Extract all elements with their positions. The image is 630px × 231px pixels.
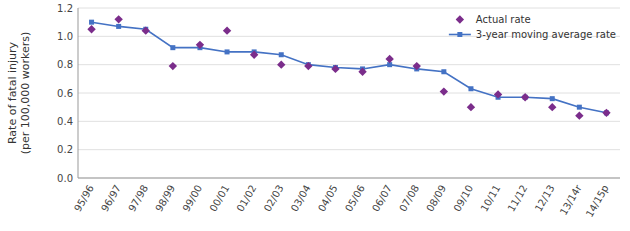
point bbox=[87, 25, 95, 33]
y-axis-label-line: (per 100,000 workers) bbox=[19, 32, 32, 155]
legend-label: Actual rate bbox=[476, 14, 531, 25]
x-tick-label: 08/09 bbox=[424, 183, 448, 213]
point bbox=[250, 51, 258, 59]
point bbox=[602, 109, 610, 117]
x-tick-label: 09/10 bbox=[451, 183, 475, 213]
legend: Actual rate 3-year moving average rate bbox=[449, 14, 616, 40]
legend-marker bbox=[457, 32, 462, 37]
y-axis-label-line: Rate of fatal injury bbox=[6, 41, 19, 144]
point bbox=[358, 68, 366, 76]
x-tick-label: 00/01 bbox=[207, 183, 231, 213]
grid-line bbox=[78, 64, 620, 65]
x-tick-label: 13/14r bbox=[558, 182, 584, 217]
x-tick-label: 03/04 bbox=[289, 183, 313, 213]
point bbox=[521, 93, 529, 101]
grid-line bbox=[78, 178, 620, 179]
line-marker bbox=[89, 20, 94, 25]
point bbox=[494, 90, 502, 98]
y-grid bbox=[78, 8, 620, 178]
point bbox=[169, 62, 177, 70]
line-marker bbox=[170, 45, 175, 50]
x-tick-label: 01/02 bbox=[235, 183, 259, 213]
point bbox=[331, 65, 339, 73]
x-tick-label: 14/15p bbox=[584, 183, 611, 219]
x-tick-label: 97/98 bbox=[126, 183, 150, 213]
x-tick-label: 04/05 bbox=[316, 183, 340, 213]
grid-line bbox=[78, 121, 620, 122]
point bbox=[467, 103, 475, 111]
line-marker bbox=[550, 96, 555, 101]
chart: 0.0 0.2 0.4 0.6 0.8 1.0 1.2 95/9696/9797/9898/9… bbox=[0, 0, 630, 231]
grid-line bbox=[78, 93, 620, 94]
x-tick-label: 05/06 bbox=[343, 183, 367, 213]
y-axis-line bbox=[78, 8, 79, 178]
point bbox=[114, 15, 122, 23]
point bbox=[277, 60, 285, 68]
point bbox=[385, 55, 393, 63]
x-tick-label: 96/97 bbox=[99, 183, 123, 213]
point bbox=[548, 103, 556, 111]
point bbox=[440, 87, 448, 95]
line-marker bbox=[577, 105, 582, 110]
y-tick-label: 0.8 bbox=[57, 59, 73, 70]
x-tick-label: 95/96 bbox=[72, 183, 96, 213]
x-tick-label: 99/00 bbox=[180, 183, 204, 213]
line-marker bbox=[441, 69, 446, 74]
grid-line bbox=[78, 149, 620, 150]
point bbox=[196, 41, 204, 49]
line-marker bbox=[116, 24, 121, 29]
x-tick-label: 06/07 bbox=[370, 183, 394, 213]
point bbox=[304, 62, 312, 70]
legend-item: Actual rate bbox=[456, 14, 531, 25]
y-tick-label: 0.0 bbox=[57, 173, 73, 184]
y-tick-label: 1.2 bbox=[57, 3, 73, 14]
legend-item: 3-year moving average rate bbox=[449, 29, 616, 40]
legend-marker bbox=[456, 15, 464, 23]
x-tick-labels: 95/9696/9797/9898/9999/0000/0101/0202/03… bbox=[72, 182, 611, 219]
y-tick-label: 0.2 bbox=[57, 144, 73, 155]
x-tick-label: 12/13 bbox=[533, 183, 557, 213]
y-tick-labels: 0.0 0.2 0.4 0.6 0.8 1.0 1.2 bbox=[57, 3, 73, 184]
x-tick-label: 02/03 bbox=[262, 183, 286, 213]
x-tick-label: 11/12 bbox=[506, 183, 530, 213]
line-marker bbox=[225, 49, 230, 54]
point bbox=[223, 26, 231, 34]
y-tick-label: 1.0 bbox=[57, 31, 73, 42]
point bbox=[142, 26, 150, 34]
point bbox=[575, 111, 583, 119]
line-marker bbox=[468, 86, 473, 91]
x-tick-label: 10/11 bbox=[478, 183, 502, 213]
x-tick-label: 07/08 bbox=[397, 183, 421, 213]
x-axis-line bbox=[78, 178, 620, 179]
line-marker bbox=[279, 52, 284, 57]
y-axis-label: Rate of fatal injury(per 100,000 workers… bbox=[6, 32, 32, 155]
y-tick-label: 0.4 bbox=[57, 116, 73, 127]
x-tick-label: 98/99 bbox=[153, 183, 177, 213]
point bbox=[413, 62, 421, 70]
legend-label: 3-year moving average rate bbox=[476, 29, 616, 40]
grid-line bbox=[78, 8, 620, 9]
y-tick-label: 0.6 bbox=[57, 88, 73, 99]
